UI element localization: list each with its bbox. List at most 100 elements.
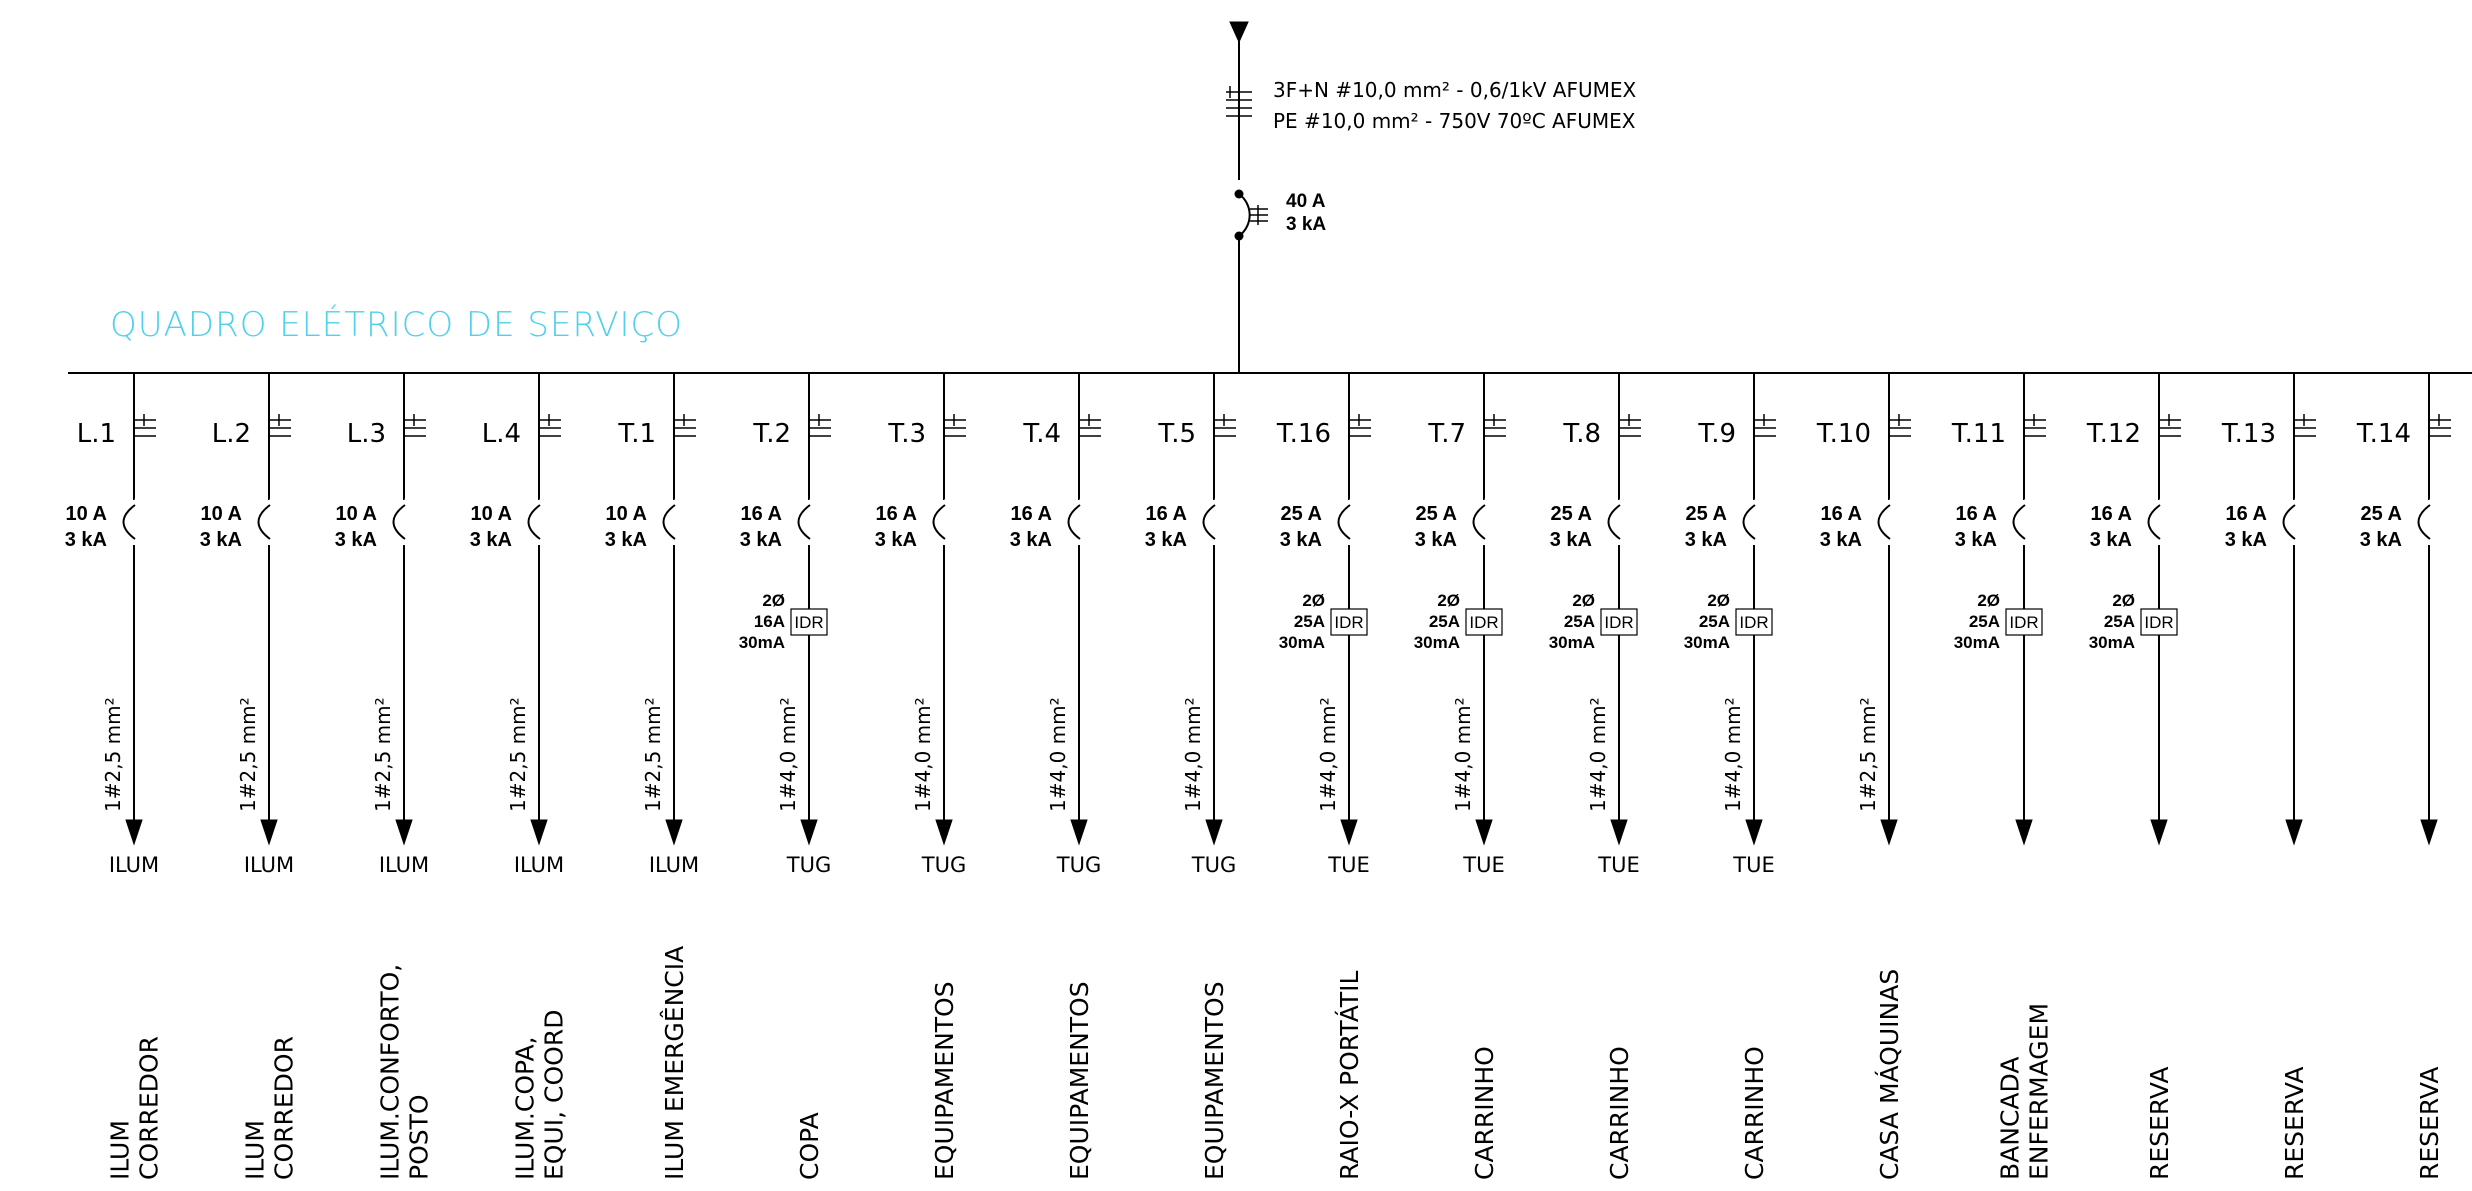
main-breaker-capacity: 3 kA (1286, 214, 1326, 235)
circuit-id: T.5 (1157, 419, 1196, 449)
breaker-icon (392, 496, 416, 548)
load-type: TUG (921, 853, 966, 877)
breaker-icon (527, 496, 551, 548)
circuit-t-3: T.3 16 A 3 kA 1#4,0 mm² TUG EQUIPAMENTOS (875, 373, 966, 1180)
breaker-capacity: 3 kA (1685, 529, 1727, 551)
idr-label: IDR (1469, 613, 1498, 632)
circuit-id: T.2 (752, 419, 791, 449)
breaker-current: 10 A (605, 503, 647, 525)
breaker-current: 25 A (1685, 503, 1727, 525)
cable-spec: 1#2,5 mm² (1856, 697, 1880, 812)
circuit-id: T.3 (887, 419, 926, 449)
breaker-capacity: 3 kA (470, 529, 512, 551)
load-type: ILUM (109, 853, 159, 877)
cable-spec: 1#4,0 mm² (1181, 697, 1205, 812)
circuit-id: L.3 (347, 419, 386, 449)
main-feeder: 3F+N #10,0 mm² - 0,6/1kV AFUMEX PE #10,0… (1226, 21, 1636, 372)
load-type: TUE (1327, 853, 1369, 877)
circuit-description-line: EQUI, COORD (540, 1010, 569, 1180)
circuit-id: T.7 (1427, 419, 1466, 449)
breaker-icon (2417, 496, 2441, 548)
breaker-icon (932, 496, 956, 548)
idr-sensitivity: 30mA (1684, 633, 1730, 652)
cable-spec: 1#4,0 mm² (911, 697, 935, 812)
load-arrow-icon (1205, 819, 1223, 846)
breaker-icon (797, 496, 821, 548)
load-arrow-icon (2150, 819, 2168, 846)
idr-sensitivity: 30mA (1279, 633, 1325, 652)
cable-spec: 1#4,0 mm² (1451, 697, 1475, 812)
load-arrow-icon (665, 819, 683, 846)
idr-sensitivity: 30mA (1414, 633, 1460, 652)
load-arrow-icon (2420, 819, 2438, 846)
conductor-marks-icon (2294, 414, 2316, 437)
load-type: TUE (1462, 853, 1504, 877)
feeder-cable-spec-line2: PE #10,0 mm² - 750V 70ºC AFUMEX (1273, 109, 1636, 133)
idr-label: IDR (2009, 613, 2038, 632)
breaker-icon (257, 496, 281, 548)
breaker-icon (1067, 496, 1091, 548)
circuit-description-line: CORREDOR (270, 1036, 299, 1180)
circuit-id: T.14 (2356, 419, 2411, 449)
cable-spec: 1#2,5 mm² (641, 697, 665, 812)
load-arrow-icon (2285, 819, 2303, 846)
circuit-description-line: RESERVA (2145, 1067, 2174, 1180)
breaker-current: 25 A (2360, 503, 2402, 525)
idr-box (1465, 608, 1503, 636)
load-arrow-icon (125, 819, 143, 846)
idr-current: 16A (754, 612, 785, 631)
breaker-current: 16 A (1010, 503, 1052, 525)
breaker-current: 16 A (1820, 503, 1862, 525)
conductor-marks-icon (2159, 414, 2181, 437)
circuit-l-4: L.4 10 A 3 kA 1#2,5 mm² ILUM ILUM.COPA, EQUI, … (470, 373, 569, 1180)
idr-device: IDR 2Ø 25A 30mA (2089, 591, 2178, 652)
circuit-t-11: T.11 16 A 3 kA IDR 2Ø 25A 30mA BANCADA ENFERMAGE… (1951, 373, 2054, 1180)
load-arrow-icon (2015, 819, 2033, 846)
breaker-current: 16 A (1145, 503, 1187, 525)
load-type: ILUM (379, 853, 429, 877)
breaker-icon (2282, 496, 2306, 548)
cable-spec: 1#4,0 mm² (1721, 697, 1745, 812)
conductor-marks-icon (1754, 414, 1776, 437)
circuit-description-line: ILUM (106, 1120, 135, 1180)
breaker-current: 16 A (2090, 503, 2132, 525)
circuit-t-14: T.14 25 A 3 kA RESERVA (2356, 373, 2451, 1180)
conductor-marks-icon (1889, 414, 1911, 437)
breaker-icon (2012, 496, 2036, 548)
circuit-t-2: T.2 16 A 3 kA IDR 2Ø 16A 30mA 1#4,0 mm² TUG COPA (739, 373, 831, 1180)
breaker-icon (2147, 496, 2171, 548)
breaker-current: 10 A (470, 503, 512, 525)
circuit-description-line: CARRINHO (1740, 1046, 1769, 1180)
feeder-cable-spec-line1: 3F+N #10,0 mm² - 0,6/1kV AFUMEX (1273, 78, 1636, 102)
load-arrow-icon (935, 819, 953, 846)
breaker-capacity: 3 kA (1280, 529, 1322, 551)
conductor-marks-icon (1484, 414, 1506, 437)
idr-label: IDR (1334, 613, 1363, 632)
cable-spec: 1#2,5 mm² (101, 697, 125, 812)
conductor-marks-icon (1214, 414, 1236, 437)
idr-poles: 2Ø (1302, 591, 1325, 610)
circuit-id: T.9 (1697, 419, 1736, 449)
circuit-t-12: T.12 16 A 3 kA IDR 2Ø 25A 30mA RESERVA (2086, 373, 2181, 1180)
breaker-current: 25 A (1550, 503, 1592, 525)
circuit-t-1: T.1 10 A 3 kA 1#2,5 mm² ILUM ILUM EMERGÊNCIA (605, 373, 699, 1180)
circuit-id: L.2 (212, 419, 251, 449)
load-arrow-icon (1340, 819, 1358, 846)
load-arrow-icon (1745, 819, 1763, 846)
idr-box (1735, 608, 1773, 636)
breaker-capacity: 3 kA (875, 529, 917, 551)
load-type: TUE (1597, 853, 1639, 877)
circuit-description-line: CARRINHO (1605, 1046, 1634, 1180)
breaker-capacity: 3 kA (605, 529, 647, 551)
breaker-capacity: 3 kA (1010, 529, 1052, 551)
circuit-description-line: EQUIPAMENTOS (1065, 981, 1094, 1180)
idr-current: 25A (1564, 612, 1595, 631)
cable-spec: 1#4,0 mm² (1316, 697, 1340, 812)
circuit-id: L.4 (482, 419, 521, 449)
circuit-id: L.1 (77, 419, 116, 449)
circuit-description-line: CARRINHO (1470, 1046, 1499, 1180)
circuit-id: T.12 (2086, 419, 2141, 449)
cable-spec: 1#4,0 mm² (1586, 697, 1610, 812)
idr-device: IDR 2Ø 25A 30mA (1549, 591, 1638, 652)
